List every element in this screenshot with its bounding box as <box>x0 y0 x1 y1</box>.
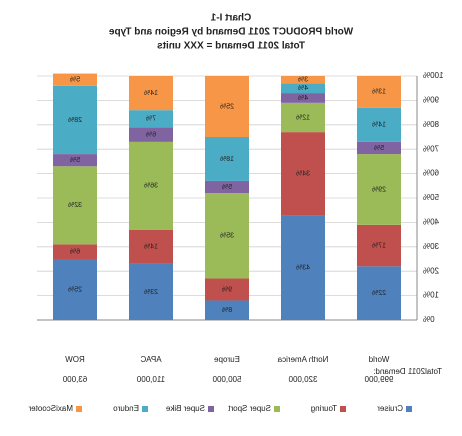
data-label: 5% <box>374 145 384 152</box>
bar-segment <box>53 166 97 245</box>
data-label: 7% <box>146 116 156 123</box>
bar-segment <box>129 141 173 230</box>
legend-label: Enduro <box>113 404 139 413</box>
bar-segment <box>357 224 401 267</box>
data-label: 3% <box>298 77 308 84</box>
bar-segment <box>129 110 173 128</box>
bar-segment <box>129 127 173 142</box>
x-tick-label: Europe <box>214 355 240 364</box>
y-tick-label: 100% <box>423 71 443 80</box>
bar-segment <box>53 154 97 167</box>
bar-segment <box>53 85 97 155</box>
legend-label: MaxiScooter <box>28 404 73 413</box>
bar-segment <box>129 229 173 264</box>
bar-segment <box>357 141 401 155</box>
y-tick-label: 20% <box>423 266 439 275</box>
y-tick-label: 80% <box>423 120 439 129</box>
y-tick-label: 10% <box>423 291 439 300</box>
bar-segment <box>281 102 325 133</box>
data-label: 6% <box>70 249 80 256</box>
data-label: 36% <box>144 183 158 190</box>
data-label: 14% <box>372 122 386 129</box>
x-tick-label: ROW <box>65 355 85 364</box>
demand-value: 500,000 <box>212 375 241 384</box>
demand-value: 320,000 <box>288 375 317 384</box>
chart-title: Chart I-1 <box>210 13 251 24</box>
legend-swatch <box>208 406 214 412</box>
data-label: 12% <box>296 114 310 121</box>
bar-segment <box>357 107 401 142</box>
data-label: 5% <box>222 184 232 191</box>
legend-swatch <box>274 406 280 412</box>
data-label: 34% <box>296 170 310 177</box>
data-label: 32% <box>68 202 82 209</box>
data-label: 13% <box>372 89 386 96</box>
bar-segment <box>205 193 249 279</box>
x-tick-label: APAC <box>140 355 161 364</box>
bar-segment <box>205 180 249 194</box>
data-label: 29% <box>372 186 386 193</box>
legend-label: Cruiser <box>377 404 403 413</box>
data-label: 43% <box>296 264 310 271</box>
data-label: 22% <box>372 290 386 297</box>
bar-segment <box>281 93 325 103</box>
bar-segment <box>357 266 401 320</box>
legend-swatch <box>142 406 148 412</box>
y-tick-label: 30% <box>423 242 439 251</box>
x-tick-label: North America <box>277 355 328 364</box>
data-label: 17% <box>372 242 386 249</box>
y-tick-label: 90% <box>423 96 439 105</box>
data-label: 28% <box>68 117 82 124</box>
bar-segment <box>205 137 249 181</box>
data-label: 23% <box>144 289 158 296</box>
bar-segment <box>53 244 97 259</box>
bar-segment <box>53 259 97 320</box>
legend-label: Touring <box>311 404 337 413</box>
data-label: 4% <box>298 85 308 92</box>
legend-swatch <box>76 406 82 412</box>
y-tick-label: 70% <box>423 144 439 153</box>
data-label: 5% <box>70 157 80 164</box>
bar-segment <box>205 300 249 320</box>
data-label: 25% <box>68 286 82 293</box>
demand-value: 63,000 <box>62 375 87 384</box>
bar-segment <box>281 83 325 94</box>
legend-label: Super Bike <box>165 404 205 413</box>
legend-swatch <box>340 406 346 412</box>
bar-segment <box>357 76 401 108</box>
data-label: 18% <box>220 156 234 163</box>
bar-segment <box>357 154 401 225</box>
data-label: 6% <box>146 131 156 138</box>
y-tick-label: 50% <box>423 193 439 202</box>
data-label: 35% <box>220 233 234 240</box>
data-label: 14% <box>144 244 158 251</box>
y-tick-label: 40% <box>423 218 439 227</box>
legend-label: Super Sport <box>228 404 271 413</box>
bar-segment <box>129 263 173 320</box>
data-label: 4% <box>298 95 308 102</box>
data-label: 14% <box>144 90 158 97</box>
legend-swatch <box>406 406 412 412</box>
bar-segment <box>53 73 97 86</box>
demand-value: 999,000 <box>364 375 393 384</box>
demand-value: 110,000 <box>136 375 165 384</box>
bar-segment <box>129 76 173 111</box>
data-label: 8% <box>222 307 232 314</box>
y-tick-label: 0% <box>423 315 435 324</box>
data-label: 5% <box>70 77 80 84</box>
chart-subtitle: Total 2011 Demand = XXX units <box>157 41 305 52</box>
bar-segment <box>281 132 325 216</box>
data-label: 9% <box>222 286 232 293</box>
bar-segment <box>205 278 249 301</box>
bar-segment <box>281 76 325 84</box>
chart-subtitle: World PRODUCT 2011 Demand by Region and … <box>109 27 354 38</box>
bar-segment <box>205 76 249 137</box>
bar-segment <box>281 215 325 320</box>
y-tick-label: 60% <box>423 169 439 178</box>
demand-label: Total2011 Demand: <box>373 367 442 376</box>
x-tick-label: World <box>369 355 390 364</box>
data-label: 25% <box>220 103 234 110</box>
